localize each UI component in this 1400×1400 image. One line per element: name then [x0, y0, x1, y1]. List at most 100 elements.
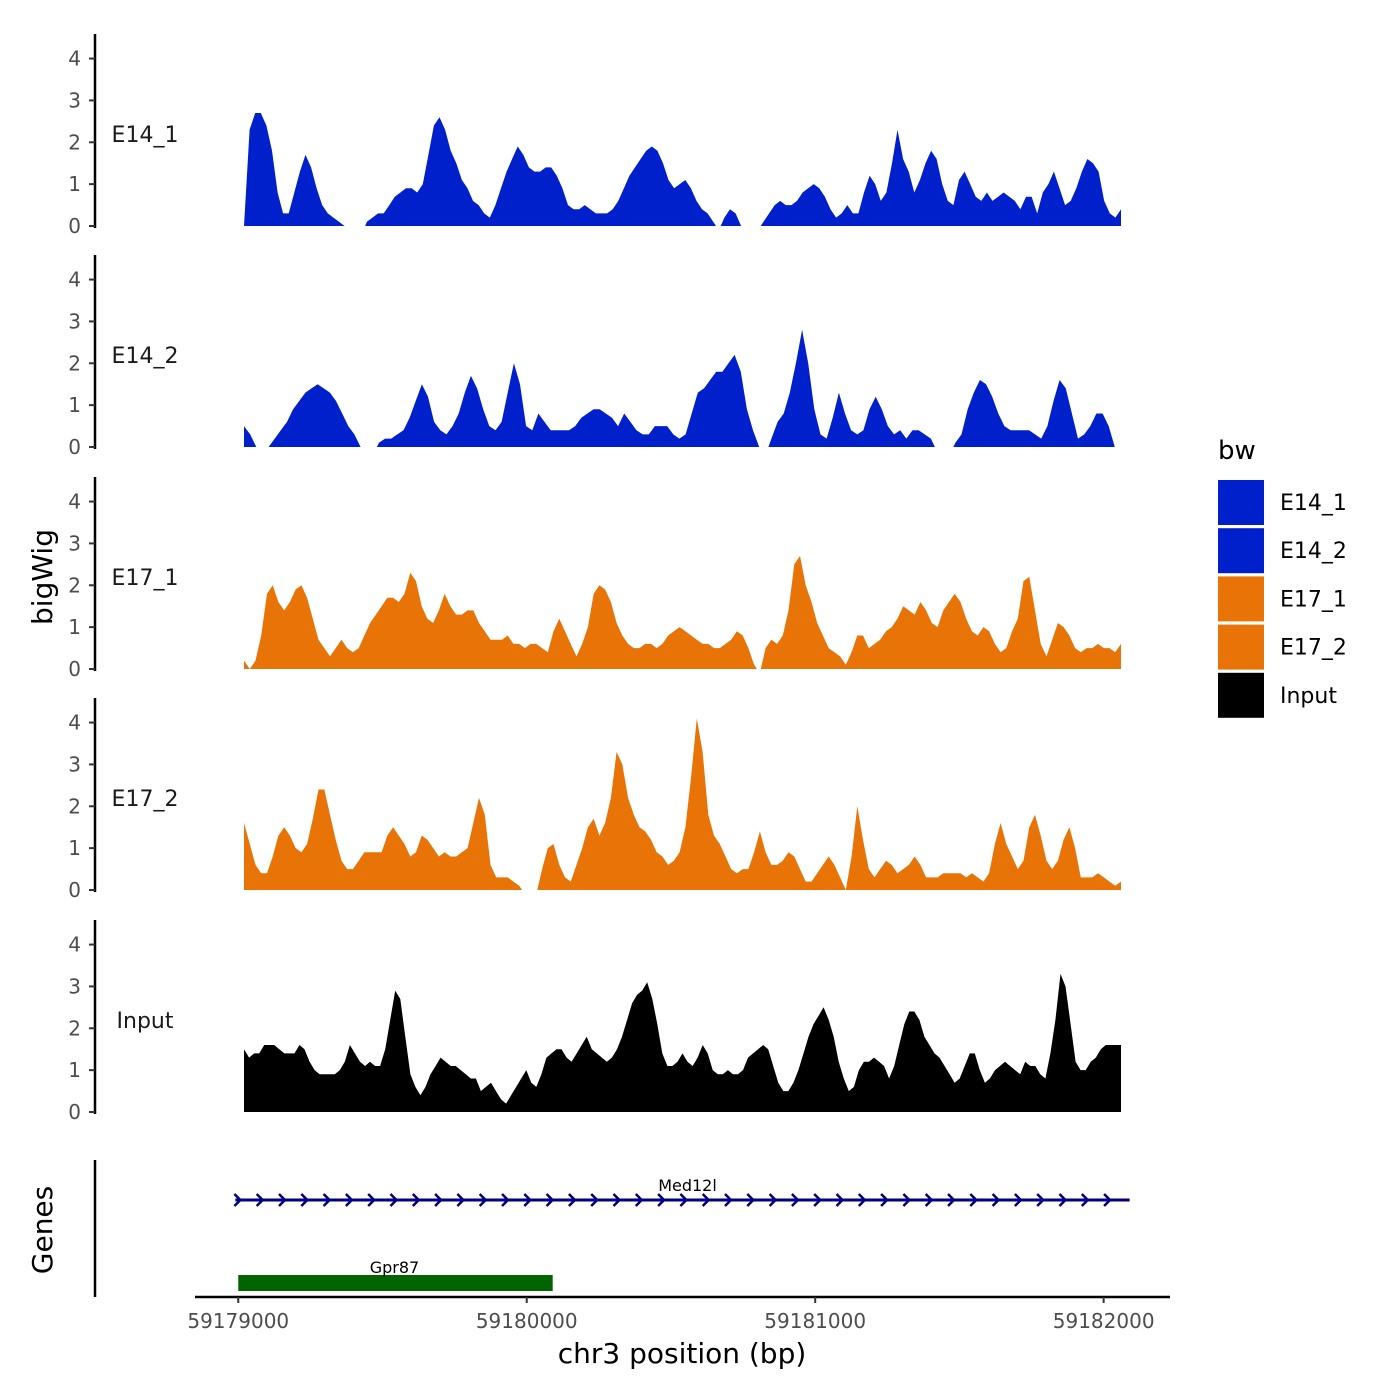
strand-arrow [501, 1193, 510, 1207]
genes-axis-title: Genes [26, 1186, 59, 1274]
track-e14-1: 0 1 2 3 4 E14_1 [68, 34, 1121, 238]
strand-arrow [345, 1193, 354, 1207]
strand-arrow [768, 1193, 778, 1207]
y-tick-label: 3 [68, 974, 81, 998]
legend-item-e17-2: E17_2 [1218, 624, 1347, 670]
legend-swatch [1218, 672, 1264, 718]
strand-arrow [880, 1193, 889, 1207]
coverage-area [244, 113, 345, 226]
strand-arrow [969, 1193, 979, 1207]
track-label: E14_1 [112, 123, 179, 148]
track-e17-1: 0 1 2 3 4 E17_1 [68, 477, 1121, 681]
y-tick-label: 2 [68, 573, 81, 597]
gene-label: Med12l [658, 1176, 717, 1195]
strand-arrow [813, 1193, 822, 1207]
strand-arrow [300, 1193, 310, 1207]
legend-item-e17-1: E17_1 [1218, 576, 1347, 622]
strand-arrow [612, 1193, 622, 1207]
strand-arrow [568, 1193, 577, 1207]
strand-arrow [991, 1193, 1001, 1207]
gene-med12l: Med12l [233, 1176, 1130, 1207]
y-tick-label: 3 [68, 752, 81, 776]
track-e14-2: 0 1 2 3 4 E14_2 [68, 255, 1115, 459]
strand-arrow [389, 1193, 399, 1207]
legend-swatch [1218, 624, 1264, 670]
coverage-area [768, 329, 935, 447]
strand-arrow [478, 1193, 488, 1207]
strand-arrow [456, 1193, 466, 1207]
strand-arrow [545, 1193, 555, 1207]
track-label: E14_2 [112, 344, 179, 369]
strand-arrow [255, 1193, 265, 1207]
coverage-area [249, 572, 758, 669]
legend-label: E14_2 [1280, 539, 1347, 564]
legend-item-e14-2: E14_2 [1218, 528, 1347, 574]
coverage-area [376, 354, 760, 447]
x-axis: 59179000 59180000 59181000 59182000 [187, 1295, 1170, 1333]
coverage-area [244, 426, 257, 447]
legend-item-e14-1: E14_1 [1218, 480, 1347, 525]
legend-label: Input [1280, 684, 1337, 709]
y-tick-label: 2 [68, 794, 81, 818]
y-tick-label: 4 [68, 711, 81, 735]
strand-arrow [835, 1193, 845, 1207]
legend-title: bw [1218, 436, 1256, 466]
coverage-area [244, 973, 1121, 1112]
strand-arrow [411, 1193, 421, 1207]
coverage-tracks: 0 1 2 3 4 E14_1 0 1 2 3 4 E14_2 0 1 2 3 4 E17_1 0 1 2 3 4 E17_2… [68, 34, 1121, 1124]
y-tick-label: 3 [68, 88, 81, 112]
strand-arrow [1080, 1193, 1090, 1207]
track-input: 0 1 2 3 4 Input [68, 920, 1121, 1124]
track-label: E17_2 [112, 787, 179, 812]
y-tick-label: 0 [68, 878, 81, 902]
y-tick-label: 3 [68, 531, 81, 555]
coverage-area [365, 117, 716, 226]
y-tick-label: 0 [68, 214, 81, 238]
coverage-area [537, 718, 846, 890]
strand-arrow [857, 1193, 867, 1207]
legend-label: E17_1 [1280, 587, 1347, 612]
y-tick-label: 0 [68, 435, 81, 459]
track-e17-2: 0 1 2 3 4 E17_2 [68, 698, 1121, 902]
coverage-area [244, 660, 250, 669]
strand-arrow [1014, 1193, 1023, 1207]
legend-label: E17_2 [1280, 636, 1347, 661]
y-tick-label: 1 [68, 615, 81, 639]
coverage-area [244, 789, 522, 890]
strand-arrow [1036, 1193, 1045, 1207]
legend-item-input: Input [1218, 672, 1337, 718]
x-tick-label: 59182000 [1053, 1309, 1155, 1333]
legend-swatch [1218, 528, 1264, 574]
y-tick-label: 2 [68, 130, 81, 154]
strand-arrow [657, 1193, 666, 1207]
strand-arrow [590, 1193, 599, 1207]
x-tick-label: 59179000 [187, 1309, 289, 1333]
y-tick-label: 4 [68, 490, 81, 514]
y-tick-label: 4 [68, 268, 81, 292]
y-tick-label: 3 [68, 309, 81, 333]
strand-arrow [679, 1193, 689, 1207]
strand-arrow [924, 1193, 934, 1207]
y-tick-label: 1 [68, 836, 81, 860]
legend-label: E14_1 [1280, 491, 1347, 516]
y-axis-title: bigWig [26, 529, 59, 625]
strand-arrow [947, 1193, 956, 1207]
y-tick-label: 2 [68, 1016, 81, 1040]
coverage-area [268, 384, 361, 447]
strand-arrow [523, 1193, 533, 1207]
y-tick-label: 4 [68, 933, 81, 957]
strand-arrow [233, 1193, 243, 1207]
track-label: Input [117, 1009, 174, 1034]
gene-gpr87: Gpr87 [238, 1258, 553, 1291]
strand-arrow [278, 1193, 287, 1207]
legend-swatch [1218, 480, 1264, 525]
y-tick-label: 1 [68, 1058, 81, 1082]
gene-block [238, 1275, 553, 1291]
strand-arrow [1103, 1193, 1112, 1207]
strand-arrow [434, 1193, 443, 1207]
y-tick-label: 0 [68, 657, 81, 681]
coverage-area [760, 129, 1121, 226]
coverage-area [760, 556, 1121, 669]
y-tick-label: 2 [68, 351, 81, 375]
strand-arrow [746, 1193, 756, 1207]
